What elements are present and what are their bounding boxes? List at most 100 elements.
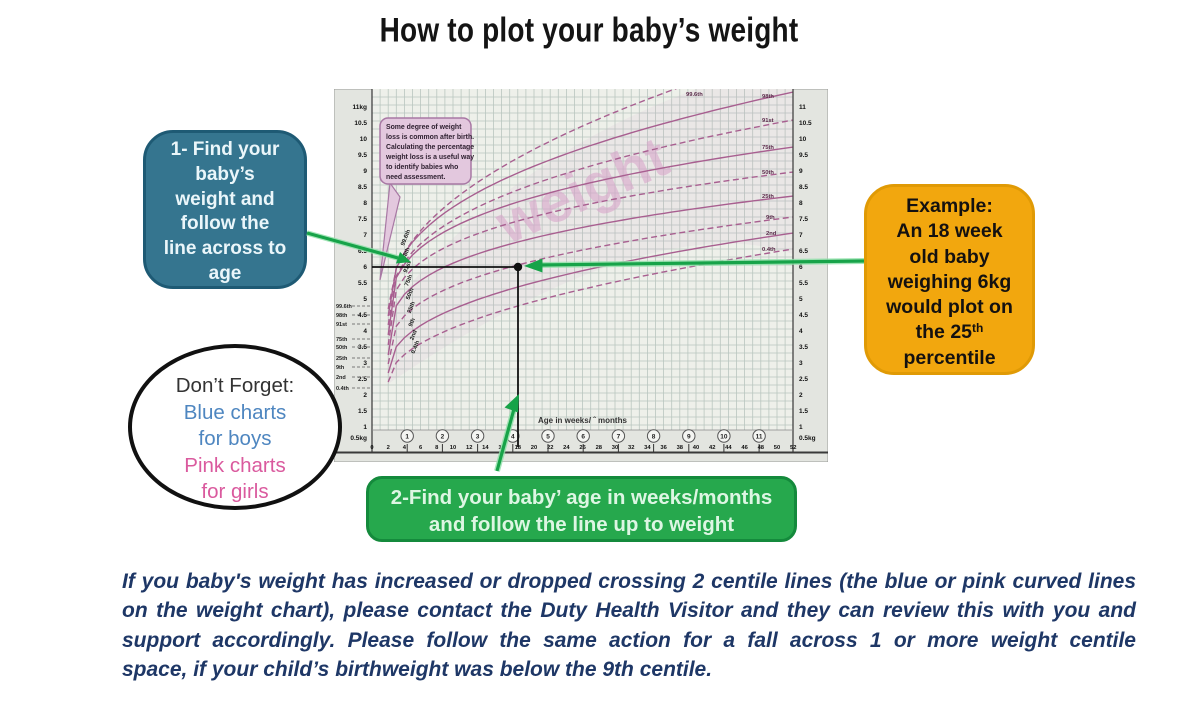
svg-text:75th: 75th — [762, 145, 774, 151]
svg-text:1: 1 — [363, 424, 367, 431]
svg-text:30: 30 — [612, 445, 618, 451]
svg-text:9th: 9th — [766, 215, 775, 221]
svg-text:4.5: 4.5 — [799, 312, 808, 319]
svg-text:8: 8 — [435, 445, 439, 451]
svg-text:99.6th: 99.6th — [686, 92, 703, 98]
svg-text:7: 7 — [799, 232, 803, 239]
svg-text:75th: 75th — [404, 274, 414, 288]
svg-text:11: 11 — [799, 104, 806, 111]
svg-text:3: 3 — [799, 360, 803, 367]
svg-text:36: 36 — [660, 445, 667, 451]
svg-text:0: 0 — [370, 445, 373, 451]
svg-text:2: 2 — [387, 445, 390, 451]
svg-text:40: 40 — [693, 445, 699, 451]
svg-text:34: 34 — [644, 445, 651, 451]
svg-text:need assessment.: need assessment. — [386, 174, 445, 181]
svg-text:6.5: 6.5 — [358, 248, 367, 255]
svg-text:25th: 25th — [336, 356, 348, 362]
svg-text:2: 2 — [363, 392, 367, 399]
svg-text:16: 16 — [498, 445, 505, 451]
svg-text:50th: 50th — [405, 287, 415, 301]
svg-text:4: 4 — [799, 328, 803, 335]
svg-text:10.5: 10.5 — [354, 120, 367, 127]
svg-text:5: 5 — [363, 296, 367, 303]
svg-text:11kg: 11kg — [353, 104, 367, 111]
svg-text:0.4th: 0.4th — [411, 340, 422, 355]
svg-text:9th: 9th — [408, 317, 417, 328]
svg-text:7: 7 — [363, 232, 367, 239]
svg-text:8: 8 — [652, 434, 656, 441]
svg-text:6: 6 — [363, 264, 367, 271]
svg-text:4.5: 4.5 — [358, 312, 367, 319]
svg-text:22: 22 — [547, 445, 553, 451]
svg-text:9th: 9th — [336, 365, 345, 371]
svg-text:6: 6 — [581, 434, 585, 441]
svg-text:4: 4 — [363, 328, 367, 335]
svg-text:4: 4 — [403, 445, 407, 451]
svg-text:2nd: 2nd — [766, 231, 777, 237]
svg-text:6: 6 — [799, 264, 803, 271]
svg-text:3: 3 — [476, 434, 480, 441]
svg-text:99.6th: 99.6th — [336, 304, 353, 310]
svg-text:1.5: 1.5 — [358, 408, 367, 415]
svg-text:2: 2 — [441, 434, 445, 441]
svg-text:91st: 91st — [762, 118, 774, 124]
svg-text:2.5: 2.5 — [799, 376, 808, 383]
svg-text:50th: 50th — [336, 345, 348, 351]
svg-text:3.5: 3.5 — [799, 344, 808, 351]
svg-text:9.5: 9.5 — [799, 152, 808, 159]
svg-text:10.5: 10.5 — [799, 120, 812, 127]
svg-text:5.5: 5.5 — [358, 280, 367, 287]
svg-text:11: 11 — [756, 434, 763, 441]
svg-text:5: 5 — [799, 296, 803, 303]
svg-text:20: 20 — [531, 445, 537, 451]
svg-text:1: 1 — [405, 434, 409, 441]
svg-text:12: 12 — [466, 445, 472, 451]
svg-text:46: 46 — [741, 445, 748, 451]
svg-text:9.5: 9.5 — [358, 152, 367, 159]
svg-text:8: 8 — [363, 200, 367, 207]
svg-text:0.5kg: 0.5kg — [350, 435, 367, 442]
svg-text:Calculating the percentage: Calculating the percentage — [386, 144, 474, 151]
svg-text:10: 10 — [360, 136, 368, 143]
svg-text:98th: 98th — [762, 94, 774, 100]
svg-text:2nd: 2nd — [409, 329, 419, 341]
svg-text:to identify babies who: to identify babies who — [386, 164, 458, 171]
svg-text:6: 6 — [419, 445, 423, 451]
svg-text:7.5: 7.5 — [358, 216, 367, 223]
svg-text:2: 2 — [799, 392, 803, 399]
svg-text:weight loss is a useful way: weight loss is a useful way — [385, 154, 474, 161]
svg-text:2.5: 2.5 — [358, 376, 367, 383]
svg-text:28: 28 — [596, 445, 603, 451]
svg-text:3.5: 3.5 — [358, 344, 367, 351]
svg-text:98th: 98th — [336, 313, 348, 319]
svg-text:Age in weeks/ ˆ months: Age in weeks/ ˆ months — [538, 416, 627, 425]
svg-text:52: 52 — [790, 445, 796, 451]
svg-text:8: 8 — [799, 200, 803, 207]
svg-text:48: 48 — [758, 445, 765, 451]
svg-text:38: 38 — [677, 445, 684, 451]
svg-text:9: 9 — [363, 168, 367, 175]
svg-text:5: 5 — [546, 434, 550, 441]
svg-text:14: 14 — [482, 445, 489, 451]
svg-text:0.4th: 0.4th — [336, 386, 349, 392]
svg-text:10: 10 — [720, 434, 728, 441]
svg-text:32: 32 — [628, 445, 634, 451]
svg-text:1: 1 — [799, 424, 803, 431]
svg-text:1.5: 1.5 — [799, 408, 808, 415]
svg-text:42: 42 — [709, 445, 715, 451]
svg-text:50: 50 — [774, 445, 780, 451]
svg-text:24: 24 — [563, 445, 570, 451]
svg-text:6.5: 6.5 — [799, 248, 808, 255]
svg-text:9: 9 — [799, 168, 803, 175]
svg-text:0.5kg: 0.5kg — [799, 435, 816, 442]
svg-text:44: 44 — [725, 445, 732, 451]
svg-text:8.5: 8.5 — [799, 184, 808, 191]
svg-text:10: 10 — [799, 136, 807, 143]
svg-text:0.4th: 0.4th — [762, 247, 776, 253]
svg-text:loss is common after birth.: loss is common after birth. — [386, 134, 474, 141]
svg-text:10: 10 — [450, 445, 456, 451]
svg-text:7.5: 7.5 — [799, 216, 808, 223]
svg-text:18: 18 — [515, 445, 522, 451]
svg-text:2nd: 2nd — [336, 375, 346, 381]
